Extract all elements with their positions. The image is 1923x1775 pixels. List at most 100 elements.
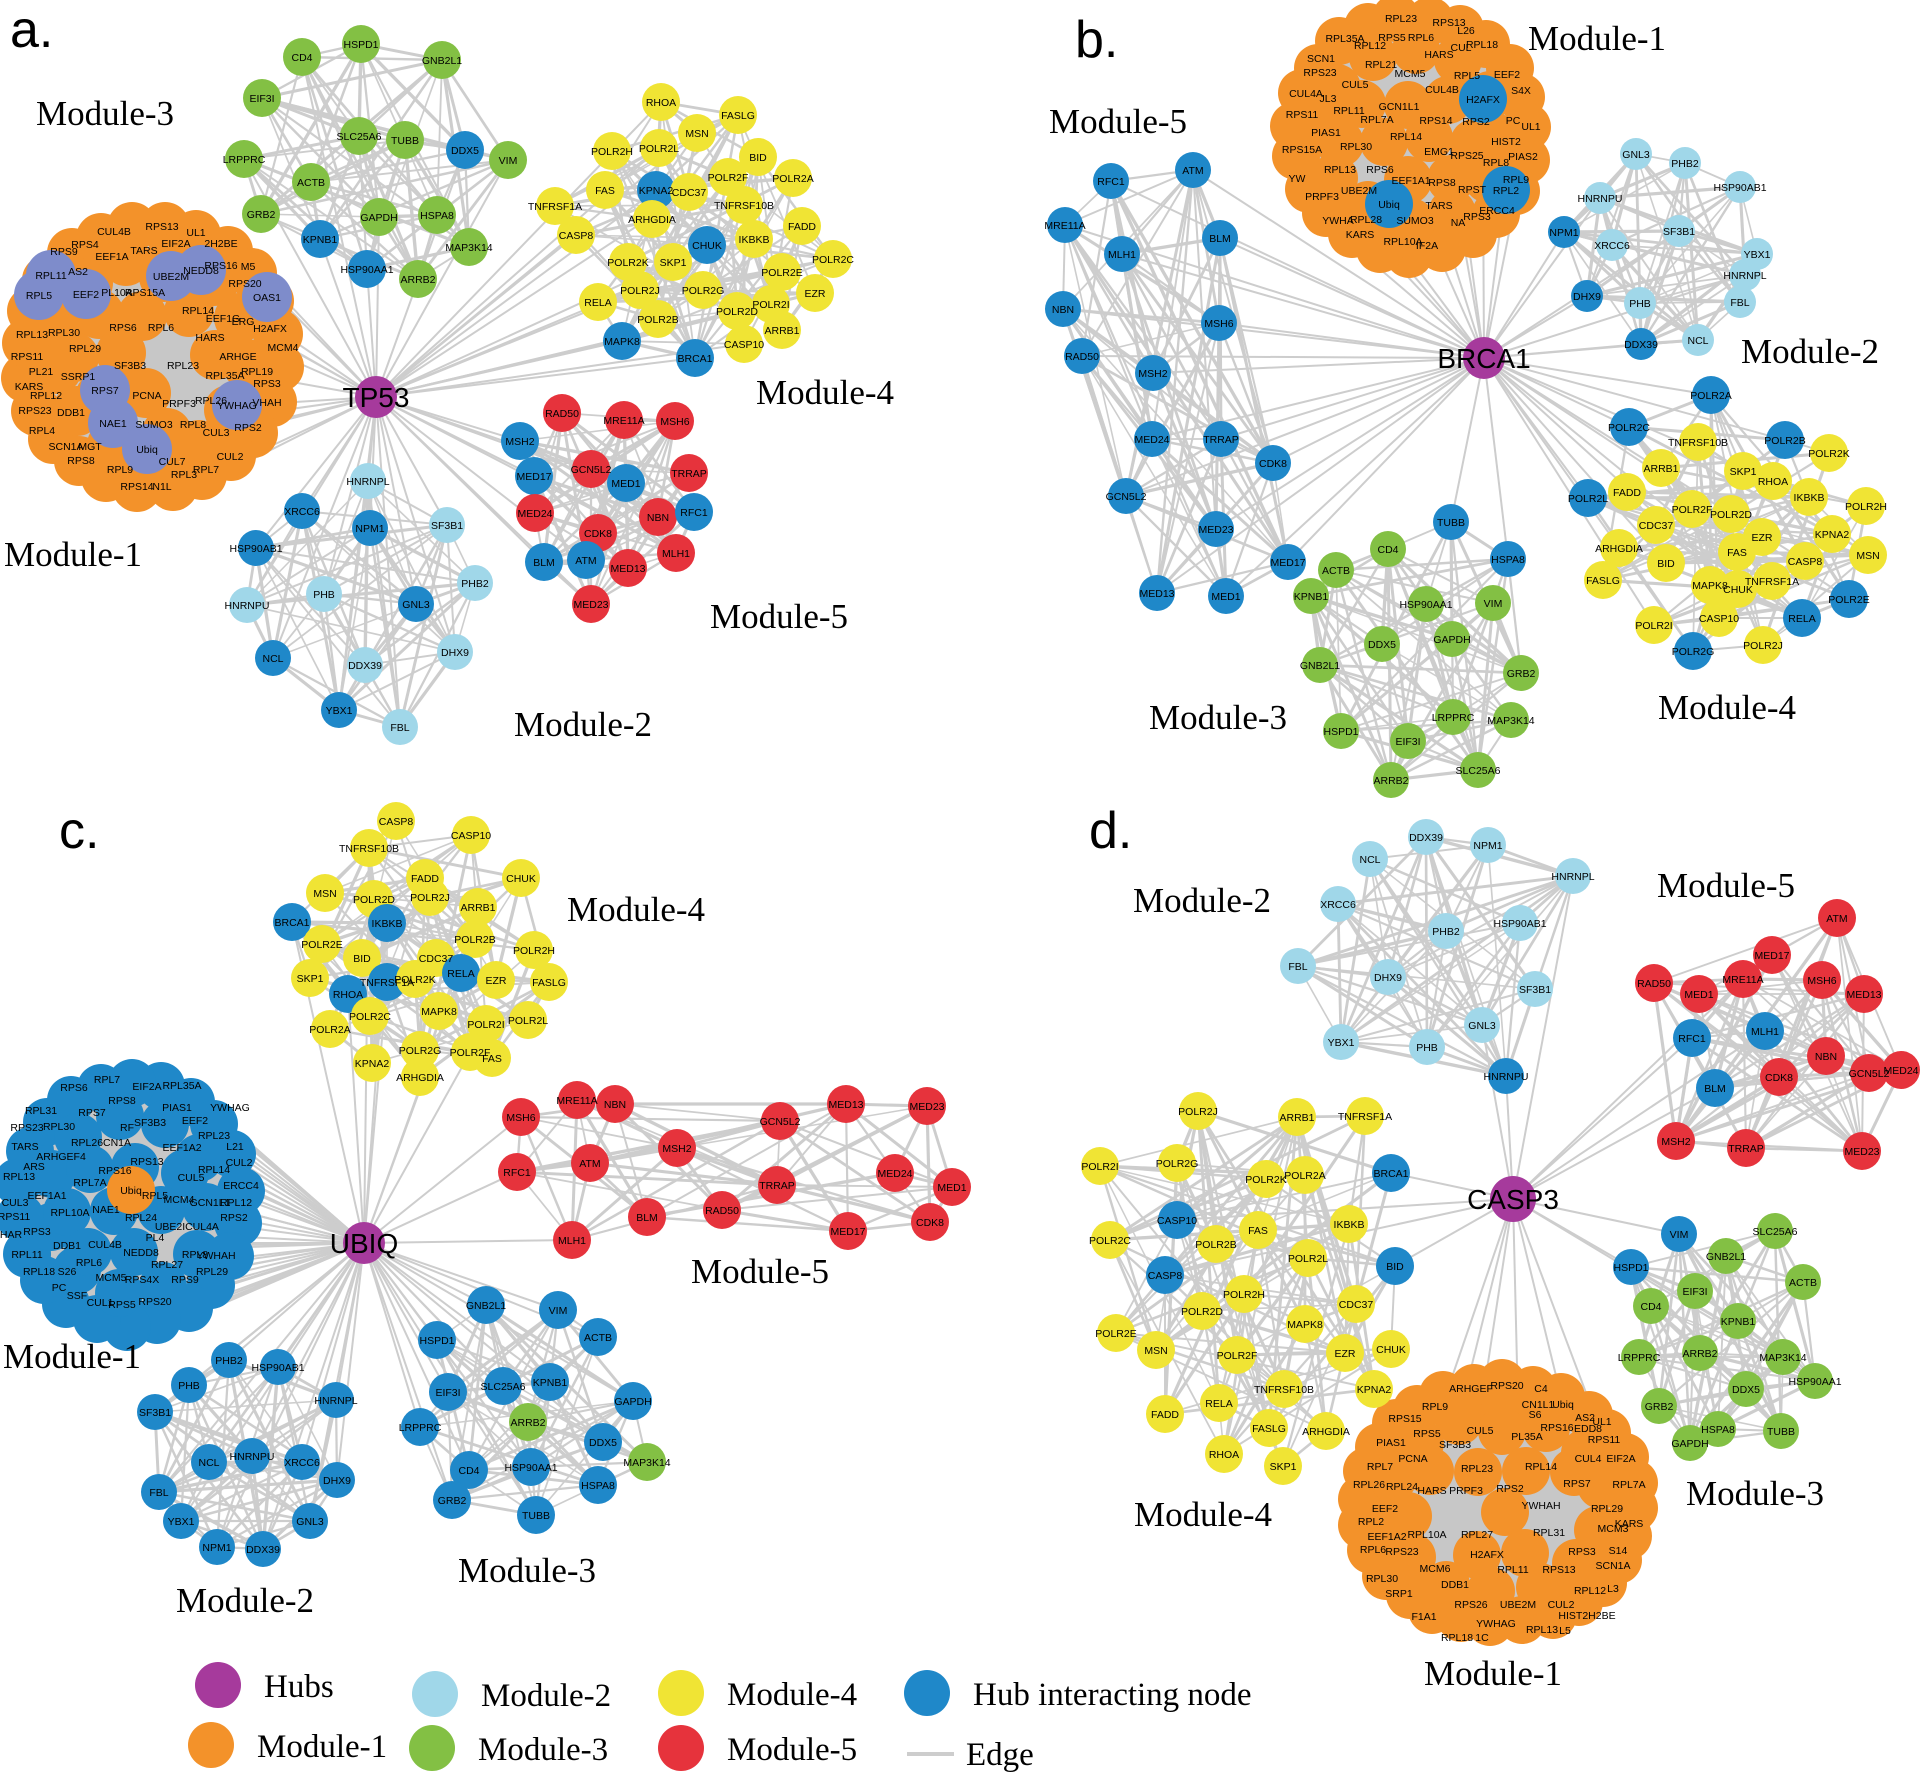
svg-text:HSPA8: HSPA8 [581,1480,615,1492]
svg-text:2H2BE: 2H2BE [204,238,237,250]
svg-text:CHUK: CHUK [1723,584,1753,596]
svg-text:SCN1: SCN1 [1307,53,1335,65]
svg-text:LRPPRC: LRPPRC [1618,1352,1661,1364]
svg-text:TUBB: TUBB [391,135,419,147]
svg-text:RPL23: RPL23 [198,1130,230,1142]
svg-text:HSPA8: HSPA8 [1701,1424,1735,1436]
svg-text:FASLG: FASLG [532,977,566,989]
svg-text:MAPK8: MAPK8 [421,1006,457,1018]
svg-text:POLR2D: POLR2D [716,306,758,318]
svg-text:RPL2: RPL2 [1493,185,1519,197]
svg-text:POLR2D: POLR2D [1710,509,1752,521]
svg-text:RPL18: RPL18 [1441,1632,1473,1644]
svg-text:UL1: UL1 [1521,121,1540,133]
svg-text:Module-5: Module-5 [691,1252,829,1291]
svg-text:RPL29: RPL29 [1591,1503,1623,1515]
svg-text:FAS: FAS [595,185,615,197]
svg-text:NAE1: NAE1 [99,418,127,430]
svg-text:CASP10: CASP10 [1157,1215,1197,1227]
svg-text:DDX5: DDX5 [451,145,479,157]
svg-text:SKP1: SKP1 [297,973,324,985]
svg-text:RAD50: RAD50 [705,1205,739,1217]
svg-text:FADD: FADD [411,873,439,885]
svg-text:NPM1: NPM1 [202,1542,231,1554]
svg-text:CUL4B: CUL4B [88,1239,122,1251]
svg-text:FBL: FBL [390,722,409,734]
svg-text:GRB2: GRB2 [1507,668,1536,680]
svg-text:KPNA2: KPNA2 [639,185,674,197]
svg-text:SLC25A6: SLC25A6 [337,131,382,143]
svg-text:UBE2M: UBE2M [1341,185,1377,197]
svg-text:HNRNPL: HNRNPL [346,476,389,488]
svg-text:POLR2F: POLR2F [450,1047,491,1059]
svg-text:PRPF3: PRPF3 [1305,191,1339,203]
svg-text:POLR2A: POLR2A [309,1024,350,1036]
svg-text:CASP8: CASP8 [1148,1270,1183,1282]
svg-text:PL4: PL4 [146,1232,165,1244]
svg-text:ARRB1: ARRB1 [1279,1112,1314,1124]
svg-text:IKBKB: IKBKB [372,918,403,930]
svg-text:CD4: CD4 [291,52,312,64]
svg-text:RPS15: RPS15 [1388,1413,1421,1425]
svg-text:LRPPRC: LRPPRC [1432,712,1475,724]
svg-text:TRRAP: TRRAP [1203,434,1239,446]
svg-text:MRE11A: MRE11A [1722,974,1763,986]
svg-text:HNRNPL: HNRNPL [1723,270,1766,282]
svg-text:MLH1: MLH1 [1108,249,1136,261]
svg-text:RPS14: RPS14 [120,481,153,493]
svg-text:YWHAG: YWHAG [1476,1618,1516,1630]
svg-text:GAPDH: GAPDH [1671,1438,1708,1450]
svg-text:POLR2H: POLR2H [1845,501,1887,513]
svg-text:CUL4B: CUL4B [97,226,131,238]
svg-text:RPS4X: RPS4X [125,1274,159,1286]
svg-text:HIST2: HIST2 [1491,136,1521,148]
svg-text:GCN1L1: GCN1L1 [190,1197,231,1209]
svg-text:BRCA1: BRCA1 [274,917,309,929]
svg-text:GCN5L2: GCN5L2 [1849,1068,1890,1080]
svg-text:PIAS1: PIAS1 [162,1102,192,1114]
svg-text:TARS: TARS [130,245,157,257]
svg-text:RPS2: RPS2 [1496,1483,1524,1495]
svg-text:GRB2: GRB2 [247,209,276,221]
svg-text:POLR2F: POLR2F [708,172,749,184]
svg-text:Module-4: Module-4 [727,1677,857,1713]
svg-text:RPL30: RPL30 [43,1121,75,1133]
svg-text:POLR2C: POLR2C [812,254,854,266]
svg-text:ERG: ERG [232,316,255,328]
svg-text:SF3B1: SF3B1 [431,520,463,532]
svg-text:RPL27: RPL27 [151,1259,183,1271]
svg-text:TNFRSF1A: TNFRSF1A [1745,576,1799,588]
svg-text:BRCA1: BRCA1 [1373,1168,1408,1180]
svg-text:RPL21: RPL21 [1365,59,1397,71]
svg-text:RPL7: RPL7 [94,1074,120,1086]
svg-text:RPL5: RPL5 [26,290,52,302]
svg-text:IF2A: IF2A [1416,240,1438,252]
svg-text:MED1: MED1 [611,478,640,490]
svg-text:ARS: ARS [23,1161,45,1173]
svg-text:RPL7: RPL7 [193,464,219,476]
svg-text:MCM4: MCM4 [164,1194,195,1206]
svg-text:RPS13: RPS13 [1542,1564,1575,1576]
svg-text:XRCC6: XRCC6 [1320,899,1356,911]
svg-text:ARHGDIA: ARHGDIA [1302,1426,1350,1438]
svg-text:RPL12: RPL12 [1354,40,1386,52]
svg-text:RPL7A: RPL7A [73,1177,106,1189]
svg-text:RPS15A: RPS15A [1282,144,1322,156]
svg-text:RPS11: RPS11 [1588,1434,1621,1446]
svg-text:RPL12: RPL12 [220,1197,252,1209]
svg-text:RPL14: RPL14 [182,305,214,317]
svg-text:EIF2A: EIF2A [1606,1453,1635,1465]
svg-text:RPST: RPST [1458,184,1487,196]
svg-text:GNL3: GNL3 [402,599,430,611]
svg-text:GNL3: GNL3 [296,1516,324,1528]
svg-text:ACTB: ACTB [1322,565,1350,577]
svg-text:DDX39: DDX39 [1409,832,1443,844]
svg-text:RFC1: RFC1 [1678,1033,1706,1045]
svg-text:NEDD8: NEDD8 [183,265,219,277]
svg-text:CASP10: CASP10 [1699,613,1739,625]
svg-text:RFC1: RFC1 [1097,176,1125,188]
svg-text:Module-2: Module-2 [1133,881,1271,920]
svg-text:RFC1: RFC1 [680,507,708,519]
svg-text:DDX39: DDX39 [246,1544,280,1556]
svg-text:NBN: NBN [1815,1051,1837,1063]
